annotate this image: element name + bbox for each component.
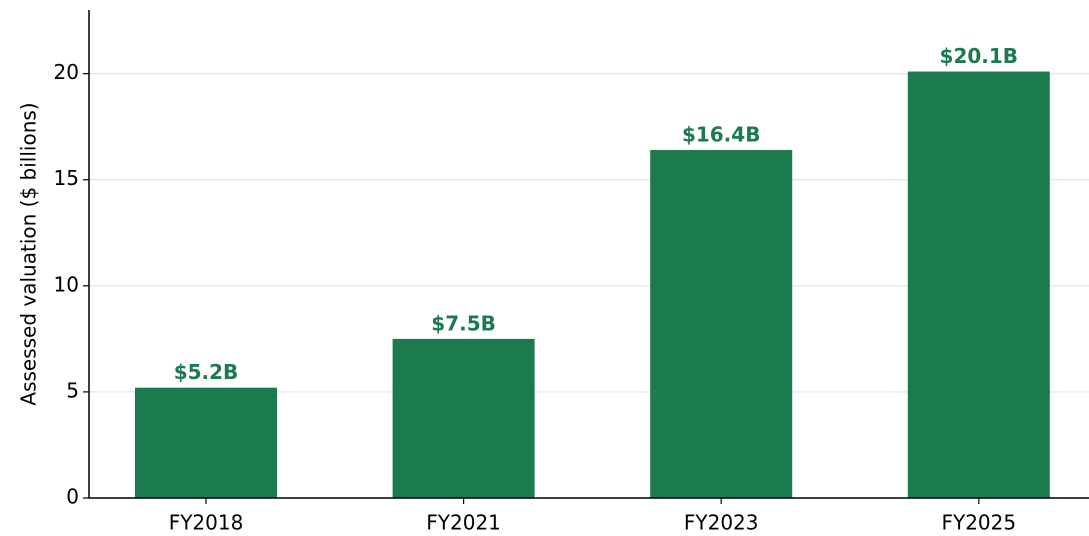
value-label: $5.2B [174,360,239,384]
x-tick-label: FY2023 [684,511,759,535]
value-label: $16.4B [682,123,761,147]
bar [135,387,277,498]
value-label: $20.1B [940,44,1019,68]
bar [907,71,1050,499]
x-tick-label: FY2021 [426,511,501,535]
y-tick-label: 10 [54,272,79,296]
y-tick-label: 5 [66,378,79,402]
x-tick-label: FY2025 [941,511,1016,535]
value-label: $7.5B [431,311,496,335]
y-tick-label: 15 [54,166,79,190]
y-tick-label: 20 [54,60,79,84]
bar [650,150,793,498]
bar [392,338,535,498]
x-tick-label: FY2018 [169,511,244,535]
y-tick-label: 0 [66,485,79,509]
y-axis-label: Assessed valuation ($ billions) [17,102,41,405]
